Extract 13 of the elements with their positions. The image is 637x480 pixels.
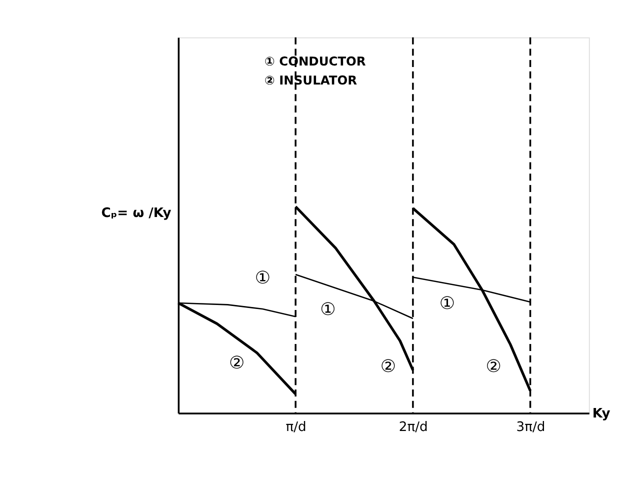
annotation: ①	[320, 300, 336, 320]
text: ① CONDUCTOR	[264, 54, 366, 68]
annotation: ②	[486, 357, 502, 378]
x-tick-label: π/d	[286, 420, 306, 435]
text: ② INSULATOR	[264, 74, 358, 88]
y-axis-title: Cₚ= ω /Ky	[101, 206, 172, 222]
annotation: ②	[228, 354, 245, 374]
x-axis-title: Ky	[592, 406, 611, 422]
annotation: ①	[439, 294, 456, 314]
x-tick-label: 2π/d	[398, 420, 428, 435]
annotation: ②	[380, 356, 396, 377]
annotation: ①	[254, 268, 271, 289]
x-tick-label: 3π/d	[516, 420, 546, 435]
